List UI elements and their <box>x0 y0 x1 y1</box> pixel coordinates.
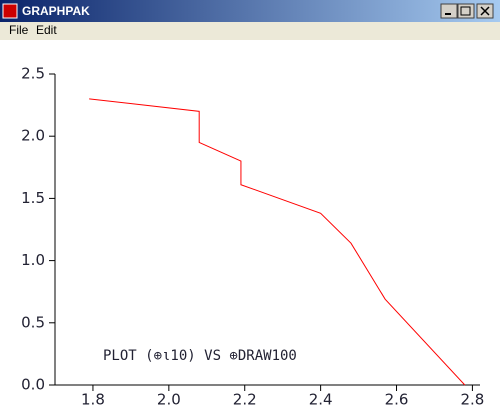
menu-bar <box>0 22 500 40</box>
x-tick-label: 1.8 <box>81 391 105 409</box>
y-tick-label: 0.5 <box>21 313 45 331</box>
menu-item[interactable]: File <box>9 23 29 37</box>
x-tick-label: 2.4 <box>309 391 333 409</box>
menu-item[interactable]: Edit <box>36 23 57 37</box>
window-title: GRAPHPAK <box>22 4 90 18</box>
maximize-button[interactable] <box>457 3 475 19</box>
close-icon <box>480 6 490 16</box>
title-bar <box>0 0 500 22</box>
annotation: PLOT (⊕ι10) VS ⊕DRAW100 <box>103 348 297 364</box>
minimize-button[interactable] <box>440 3 458 19</box>
app-icon <box>2 3 18 19</box>
x-tick-label: 2.8 <box>460 391 484 409</box>
y-tick-label: 2.5 <box>21 65 45 83</box>
y-tick-label: 1.0 <box>21 251 45 269</box>
y-tick-label: 1.5 <box>21 189 45 207</box>
maximize-icon <box>460 6 471 16</box>
x-tick-label: 2.2 <box>233 391 257 409</box>
x-tick-label: 2.6 <box>385 391 409 409</box>
window-controls[interactable] <box>440 3 494 19</box>
data-line <box>89 98 466 386</box>
plot-area <box>0 40 500 414</box>
y-tick-label: 2.0 <box>21 127 45 145</box>
y-tick-label: 0.0 <box>21 376 45 394</box>
x-tick-label: 2.0 <box>157 391 181 409</box>
